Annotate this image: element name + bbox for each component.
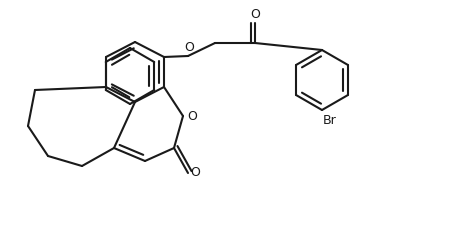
Text: O: O xyxy=(190,167,200,179)
Text: O: O xyxy=(184,41,194,54)
Text: O: O xyxy=(250,8,260,21)
Text: O: O xyxy=(187,109,197,123)
Text: Br: Br xyxy=(323,114,337,127)
